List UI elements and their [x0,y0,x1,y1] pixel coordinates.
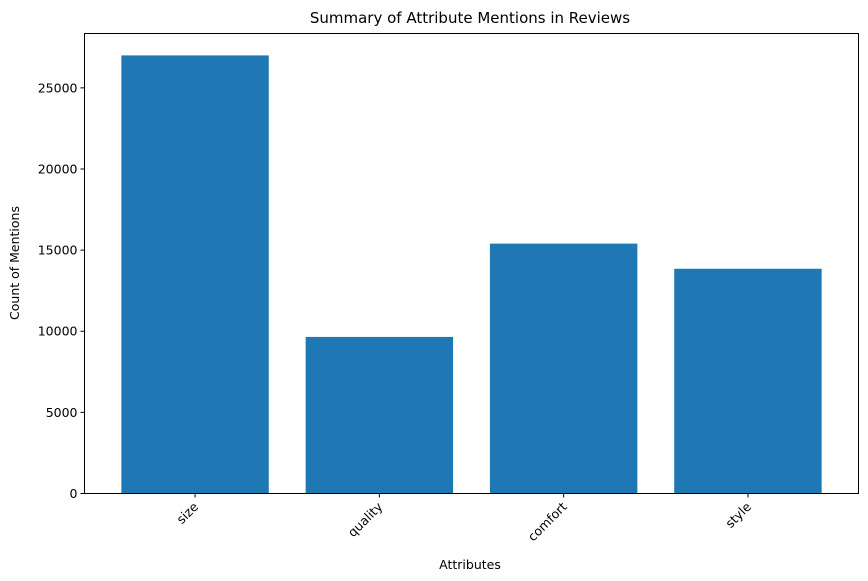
bar-style [674,268,822,494]
x-axis: size quality comfort style [173,493,754,544]
y-axis: 0 5000 10000 15000 20000 25000 [38,80,85,501]
x-tick-label-size: size [173,499,201,527]
x-tick-label-style: style [722,499,754,531]
y-tick-label: 25000 [38,80,78,95]
x-tick-label-quality: quality [345,499,386,540]
bar-size [121,55,269,494]
chart-title: Summary of Attribute Mentions in Reviews [310,9,630,27]
bar-comfort [489,243,638,494]
x-tick-label-comfort: comfort [525,499,570,544]
y-axis-label: Count of Mentions [7,206,22,320]
y-tick-label: 20000 [38,161,78,176]
y-tick-label: 15000 [38,243,78,258]
bar-quality [305,336,454,494]
x-axis-label: Attributes [439,557,501,572]
bars-group [121,55,822,494]
y-tick-label: 5000 [46,405,78,420]
y-tick-label: 0 [70,486,78,501]
plot-frame [84,33,859,494]
y-tick-label: 10000 [38,324,78,339]
